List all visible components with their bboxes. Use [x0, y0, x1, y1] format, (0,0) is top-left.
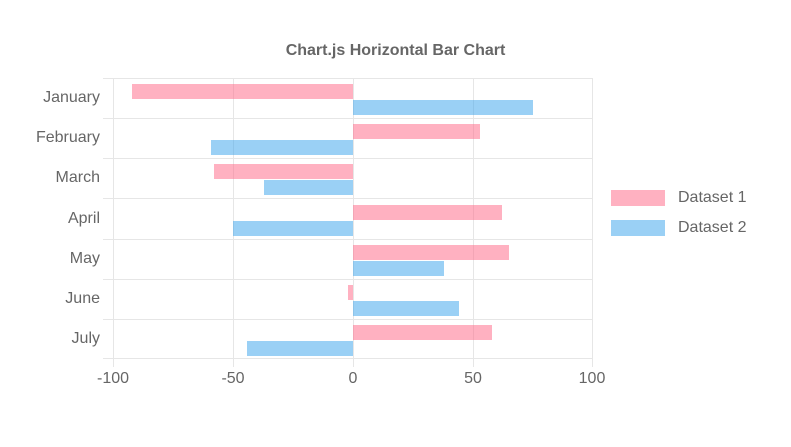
- y-axis-tick: [103, 358, 113, 359]
- y-axis-tick: [103, 78, 113, 79]
- y-category-label: February: [35, 129, 100, 146]
- x-tick-label: -100: [96, 370, 130, 387]
- legend-swatch-dataset-1: [611, 190, 665, 206]
- y-gridline: [113, 118, 593, 119]
- bar-dataset-2-july: [247, 341, 353, 356]
- bar-dataset-1-march: [214, 164, 353, 179]
- y-category-label: March: [55, 169, 100, 186]
- bar-dataset-1-february: [353, 124, 480, 139]
- x-axis-tick: [592, 359, 593, 367]
- x-tick-label: 100: [578, 370, 606, 387]
- x-gridline: [592, 78, 593, 359]
- y-axis-tick: [103, 319, 113, 320]
- x-tick-label: -50: [221, 370, 245, 387]
- bar-dataset-2-february: [211, 140, 353, 155]
- x-tick-label: 50: [464, 370, 482, 387]
- legend-label-dataset-1: Dataset 1: [678, 189, 747, 206]
- y-gridline: [113, 239, 593, 240]
- y-category-label: July: [71, 330, 100, 347]
- y-axis-tick: [103, 198, 113, 199]
- plot-area: [113, 78, 593, 359]
- bar-dataset-2-march: [264, 180, 353, 195]
- x-gridline: [233, 78, 234, 359]
- y-gridline: [113, 158, 593, 159]
- y-category-label: May: [69, 250, 100, 267]
- x-tick-label: 0: [348, 370, 358, 387]
- legend-label-dataset-2: Dataset 2: [678, 219, 747, 236]
- bar-dataset-2-january: [353, 100, 533, 115]
- legend-item-dataset-1[interactable]: Dataset 1: [611, 190, 746, 206]
- chart-title: Chart.js Horizontal Bar Chart: [285, 42, 506, 59]
- y-gridline: [113, 358, 593, 359]
- bar-dataset-1-july: [353, 325, 492, 340]
- y-gridline: [113, 198, 593, 199]
- bar-dataset-1-june: [348, 285, 353, 300]
- x-gridline: [113, 78, 114, 359]
- bar-dataset-2-may: [353, 261, 444, 276]
- legend-swatch-dataset-2: [611, 220, 665, 236]
- y-gridline: [113, 319, 593, 320]
- y-category-label: June: [65, 290, 100, 307]
- legend-item-dataset-2[interactable]: Dataset 2: [611, 220, 746, 236]
- y-category-label: January: [43, 89, 100, 106]
- x-axis-tick: [473, 359, 474, 367]
- y-gridline: [113, 78, 593, 79]
- y-axis-tick: [103, 279, 113, 280]
- bar-dataset-1-may: [353, 245, 509, 260]
- y-axis-tick: [103, 118, 113, 119]
- bar-dataset-1-january: [132, 84, 353, 99]
- bar-dataset-1-april: [353, 205, 502, 220]
- bar-dataset-2-june: [353, 301, 459, 316]
- x-axis-tick: [113, 359, 114, 367]
- bar-dataset-2-april: [233, 221, 353, 236]
- legend: Dataset 1 Dataset 2: [611, 190, 746, 250]
- y-category-label: April: [67, 210, 100, 227]
- y-gridline: [113, 279, 593, 280]
- y-axis-tick: [103, 239, 113, 240]
- x-axis-tick: [353, 359, 354, 367]
- y-axis-tick: [103, 158, 113, 159]
- x-axis-tick: [233, 359, 234, 367]
